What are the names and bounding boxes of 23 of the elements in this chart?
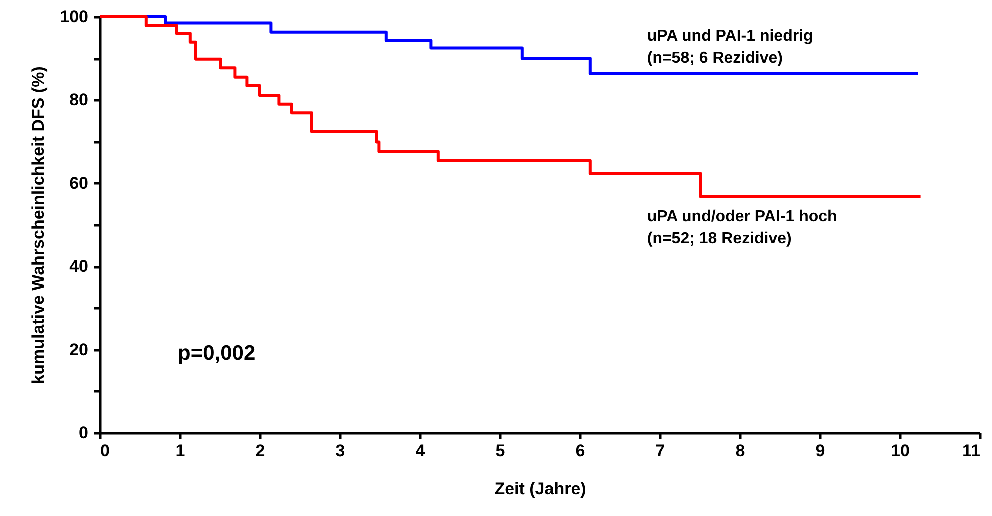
y-tick-label: 60	[70, 174, 88, 193]
x-tick-label: 0	[100, 442, 110, 460]
x-tick-label: 7	[656, 442, 666, 460]
y-tick-label: 0	[79, 424, 88, 442]
y-tick-label: 80	[70, 90, 88, 110]
x-tick-label: 5	[496, 442, 506, 460]
x-tick-label: 3	[336, 442, 346, 460]
x-tick-label: 4	[416, 442, 426, 460]
x-tick-label: 11	[962, 442, 980, 460]
series-label: uPA und PAI-1 niedrig (n=58; 6 Rezidive)	[647, 28, 814, 67]
y-tick-label: 20	[70, 340, 88, 360]
x-tick-label: 1	[176, 442, 186, 460]
y-tick-label: 100	[60, 8, 88, 26]
y-tick-label: 40	[70, 257, 88, 276]
annotation: p=0,002	[178, 342, 256, 365]
y-axis-title: kumulative Wahrscheinlichkeit DFS (%)	[29, 66, 48, 384]
x-tick-label: 6	[576, 442, 586, 460]
x-tick-label: 2	[256, 442, 266, 460]
x-tick-label: 10	[891, 442, 910, 460]
x-tick-label: 8	[736, 442, 746, 460]
x-axis-title: Zeit (Jahre)	[494, 480, 586, 498]
x-tick-label: 9	[816, 442, 826, 460]
series-label: uPA und/oder PAI-1 hoch (n=52; 18 Rezidive)	[647, 208, 838, 248]
